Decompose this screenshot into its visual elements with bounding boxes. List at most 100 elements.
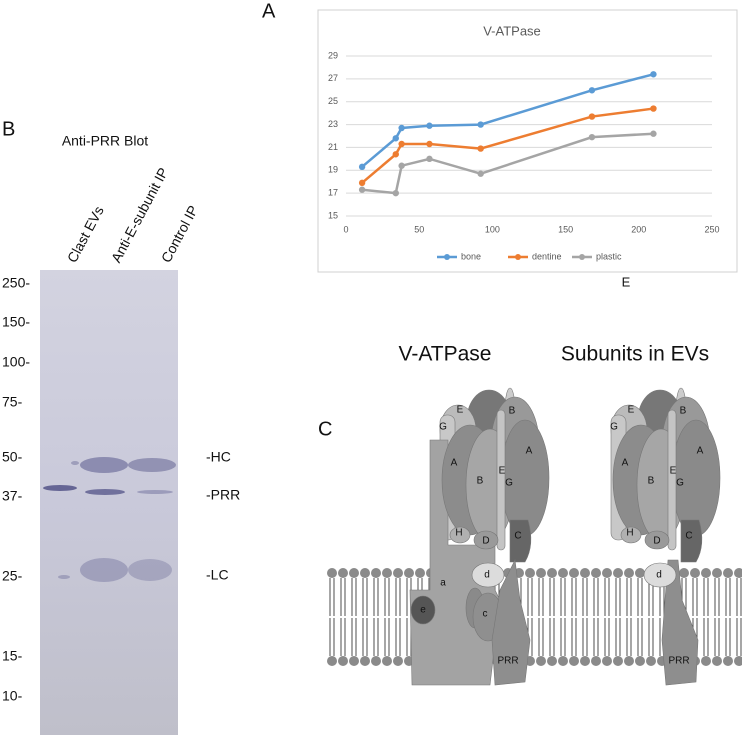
data-point — [398, 124, 405, 132]
diagram-title: Subunits in EVs — [561, 343, 709, 366]
legend-dot — [515, 254, 521, 260]
lipid-head — [701, 568, 711, 578]
data-point — [477, 145, 484, 152]
lipid-head — [525, 568, 535, 578]
lipid-head — [327, 568, 337, 578]
lipid-head — [624, 656, 634, 666]
lipid-head — [723, 656, 733, 666]
lipid-head — [646, 656, 656, 666]
data-point — [392, 151, 399, 158]
x-tick-label: 150 — [558, 224, 573, 234]
lipid-head — [547, 568, 557, 578]
data-point — [650, 130, 657, 137]
legend-label: plastic — [596, 251, 622, 261]
subunit-labels: E B G A B E A G H D C a d e c PRR E B G … — [420, 405, 703, 667]
lipid-head — [613, 656, 623, 666]
x-tick-label: 250 — [704, 224, 719, 234]
marker-label: 250- — [2, 275, 30, 291]
lipid-head — [635, 568, 645, 578]
subunit-label: A — [622, 458, 629, 469]
band-label: -PRR — [206, 487, 240, 503]
subunit-label: d — [656, 570, 662, 581]
data-point — [588, 87, 596, 94]
lipid-head — [558, 656, 568, 666]
subunit-label: c — [483, 609, 488, 620]
subunit — [667, 409, 677, 551]
stray-label: E — [622, 274, 631, 289]
lipid-head — [371, 656, 381, 666]
subunit — [449, 526, 471, 544]
lipid-head — [624, 568, 634, 578]
subunit-label: H — [626, 528, 633, 539]
y-tick-label: 25 — [328, 96, 338, 106]
subunit-label: B — [680, 406, 687, 417]
subunit-label: E — [457, 405, 464, 416]
data-point — [588, 113, 596, 120]
lipid-head — [712, 568, 722, 578]
band-label: -HC — [206, 449, 231, 465]
lipid-head — [536, 656, 546, 666]
band — [137, 490, 173, 494]
marker-label: 10- — [2, 688, 23, 704]
lipid-head — [404, 568, 414, 578]
blot-bands — [43, 457, 176, 582]
panel-letter: B — [2, 118, 15, 140]
lipid-head — [602, 656, 612, 666]
data-point — [392, 135, 399, 142]
v-atpase-complex — [409, 387, 550, 686]
y-tick-label: 15 — [328, 210, 338, 220]
marker-label: 75- — [2, 394, 23, 410]
panel-letter: C — [318, 418, 332, 440]
x-tick-label: 100 — [485, 224, 500, 234]
lipid-head — [371, 568, 381, 578]
lipid-head — [360, 568, 370, 578]
blot-image — [40, 270, 178, 735]
diagram-title: V-ATPase — [399, 343, 492, 366]
subunit-label: E — [670, 466, 677, 477]
data-point — [426, 155, 433, 163]
subunit — [496, 409, 506, 551]
ev-subunits — [610, 387, 721, 686]
lipid-head — [679, 568, 689, 578]
subunit — [410, 595, 436, 625]
lipid-head — [569, 568, 579, 578]
band — [58, 575, 70, 579]
band-label: -LC — [206, 567, 229, 583]
lipid-head — [591, 568, 601, 578]
lipid-head — [613, 568, 623, 578]
marker-label: 37- — [2, 488, 23, 504]
lipid-head — [690, 568, 700, 578]
subunit-label: G — [676, 478, 684, 489]
lipid-head — [338, 656, 348, 666]
subunit-label: d — [484, 570, 490, 581]
band — [80, 457, 128, 473]
lipid-head — [701, 656, 711, 666]
subunit-label: D — [482, 536, 489, 547]
lipid-head — [338, 568, 348, 578]
chart-title: V-ATPase — [483, 23, 541, 38]
lipid-head — [536, 568, 546, 578]
lipid-head — [382, 568, 392, 578]
lipid-head — [580, 656, 590, 666]
marker-label: 15- — [2, 648, 23, 664]
band — [128, 458, 176, 472]
band — [43, 485, 77, 491]
data-point — [477, 170, 484, 177]
data-point — [477, 121, 484, 128]
subunit — [680, 519, 703, 563]
lipid-head — [382, 656, 392, 666]
lane-label: Control IP — [158, 203, 201, 265]
data-point — [588, 133, 596, 141]
lipid-head — [415, 568, 425, 578]
lipid-head — [393, 656, 403, 666]
subunit-label: H — [455, 528, 462, 539]
subunit-label: B — [509, 406, 516, 417]
lipid-head — [393, 568, 403, 578]
subunit-label: PRR — [497, 656, 518, 667]
lane-label: Clast EVs — [64, 203, 107, 265]
subunit-label: A — [526, 446, 533, 457]
lipid-head — [558, 568, 568, 578]
x-tick-label: 50 — [414, 224, 424, 234]
data-point — [650, 71, 657, 78]
lipid-head — [327, 656, 337, 666]
